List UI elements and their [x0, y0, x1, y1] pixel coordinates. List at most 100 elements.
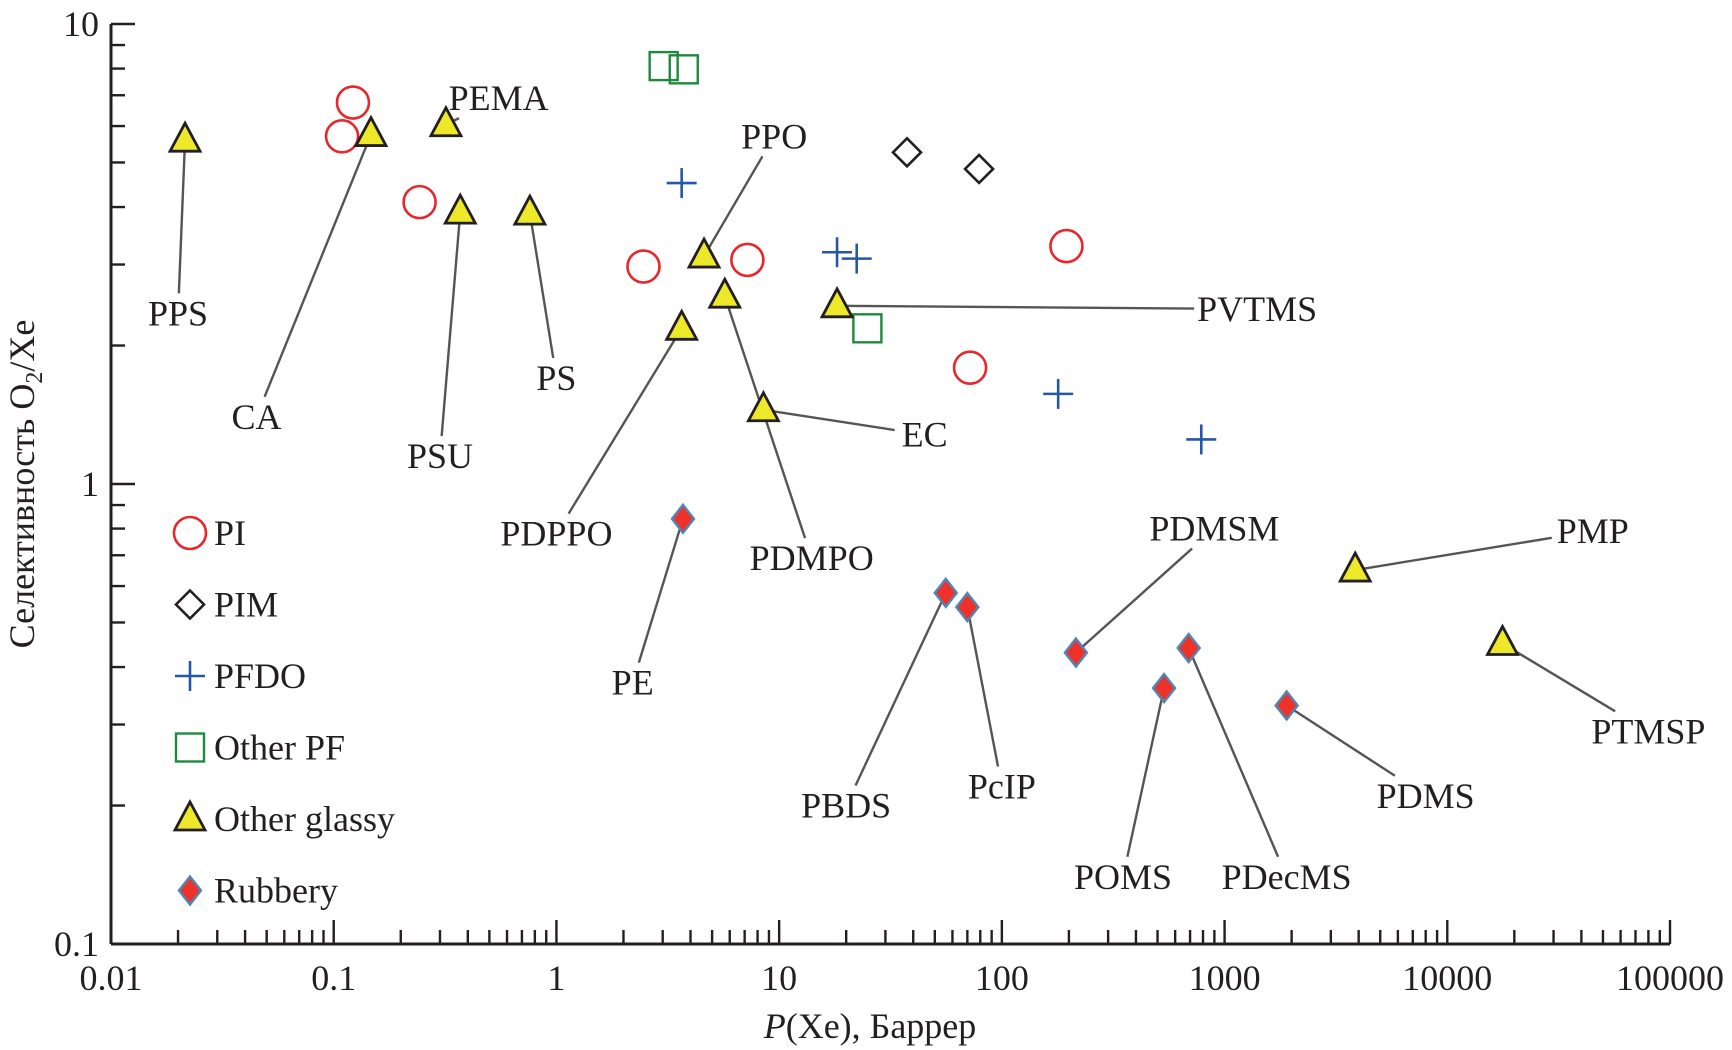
- annotation-pcip: PcIP: [968, 766, 1036, 806]
- x-tick-label: 0.01: [80, 958, 143, 998]
- point-pi: [730, 242, 765, 278]
- leader-ppo: [702, 155, 764, 257]
- point-pi: [1049, 228, 1084, 264]
- leader-ptmsp: [1501, 642, 1616, 713]
- leader-pdmsm: [1075, 547, 1193, 654]
- legend-item-other-pf: Other PF: [174, 728, 345, 768]
- leader-pdms: [1286, 704, 1396, 777]
- annotation-pps: PPS: [148, 293, 208, 333]
- point-other-glassy-pdppo: [664, 308, 699, 341]
- annotation-pema: PEMA: [449, 78, 549, 118]
- annotation-poms: POMS: [1074, 857, 1172, 897]
- x-tick-label: 0.1: [311, 958, 356, 998]
- point-other-glassy-pema: [428, 104, 464, 138]
- x-tick-label: 1: [547, 958, 565, 998]
- point-other-glassy-psu: [442, 192, 478, 225]
- point-pi: [335, 85, 371, 120]
- legend: PI PIM PFDO Other PF Other glassy Rubbery: [172, 513, 395, 911]
- leader-pe: [637, 518, 685, 663]
- leader-ec: [763, 408, 895, 432]
- y-tick-label: 10: [63, 4, 99, 44]
- point-other-glassy-pps: [167, 120, 203, 153]
- point-pfdo: [1186, 424, 1217, 455]
- legend-label-other-glassy: Other glassy: [214, 799, 395, 839]
- annotation-labels: PPS CA PEMA PSU PS PPO PDMPO PDPPO PVTMS EC PMP PTM…: [148, 78, 1705, 897]
- x-axis-title-italic: P: [763, 1006, 786, 1046]
- point-rubbery-pdms: [1274, 689, 1300, 722]
- leader-ps: [528, 212, 555, 359]
- x-ticks: 0.01 0.1 1 10 100 1000 10000 100000: [80, 920, 1724, 998]
- y-axis-title-tail: /Xe: [2, 320, 42, 372]
- x-axis-title-rest: (Xe), Баррер: [786, 1006, 977, 1046]
- leader-pcip: [966, 606, 1000, 767]
- x-tick-label: 100: [975, 958, 1029, 998]
- point-pi: [324, 118, 360, 154]
- legend-marker-rubbery: [177, 874, 203, 907]
- point-other-pf: [668, 54, 699, 85]
- annotation-pdecms: PDecMS: [1222, 857, 1352, 897]
- annotation-pbds: PBDS: [801, 786, 891, 826]
- leader-poms: [1126, 687, 1166, 858]
- annotation-ptmsp: PTMSP: [1591, 711, 1705, 751]
- point-rubbery-pdmsm: [1063, 636, 1089, 669]
- point-other-pf: [648, 50, 679, 82]
- point-pi: [402, 184, 437, 220]
- x-axis-title: P(Xe), Баррер: [763, 1006, 977, 1046]
- annotation-ec: EC: [902, 415, 948, 455]
- legend-item-pi: PI: [172, 513, 246, 553]
- annotation-pdppo: PDPPO: [500, 514, 612, 554]
- legend-marker-pim: [174, 588, 206, 621]
- x-tick-label: 10000: [1402, 958, 1492, 998]
- leader-pdecms: [1187, 647, 1280, 858]
- legend-marker-other-glassy: [172, 799, 208, 832]
- y-axis-title-sub: 2: [22, 372, 48, 384]
- point-other-glassy-ec: [746, 389, 781, 423]
- legend-item-pfdo: PFDO: [175, 656, 306, 696]
- legend-item-other-glassy: Other glassy: [172, 799, 395, 839]
- annotation-pdmpo: PDMPO: [750, 538, 874, 578]
- annotation-pdms: PDMS: [1377, 776, 1475, 816]
- legend-label-pfdo: PFDO: [214, 656, 306, 696]
- point-rubbery-pdecms: [1176, 632, 1202, 664]
- point-pfdo: [841, 243, 872, 274]
- leader-pmp: [1355, 536, 1552, 572]
- legend-marker-pfdo: [175, 661, 205, 691]
- data-points: [167, 50, 1520, 722]
- point-other-glassy-ppo: [686, 236, 722, 269]
- point-pfdo: [1043, 378, 1074, 409]
- annotation-pe: PE: [612, 663, 654, 703]
- x-tick-label: 100000: [1616, 958, 1724, 998]
- point-pfdo: [822, 237, 853, 268]
- annotation-pmp: PMP: [1557, 511, 1629, 551]
- leader-pps: [177, 140, 187, 294]
- point-pi: [952, 350, 988, 385]
- point-other-glassy-pvtms: [819, 285, 855, 319]
- annotation-pvtms: PVTMS: [1197, 289, 1317, 329]
- point-pim: [963, 153, 995, 185]
- point-other-glassy-pdmpo: [707, 276, 743, 309]
- x-tick-label: 10: [761, 958, 797, 998]
- leader-pbds: [854, 592, 947, 787]
- legend-item-pim: PIM: [174, 585, 278, 625]
- y-axis-title: Селективность O2/Xe: [2, 320, 48, 649]
- annotation-pdmsm: PDMSM: [1149, 509, 1279, 549]
- point-pim: [891, 136, 923, 169]
- point-pfdo: [666, 168, 697, 199]
- annotation-ca: CA: [231, 397, 281, 437]
- leader-pdppo: [567, 327, 683, 515]
- legend-label-rubbery: Rubbery: [214, 871, 338, 911]
- annotation-leaders: [177, 117, 1616, 858]
- leader-pvtms: [837, 304, 1195, 310]
- y-ticks: 0.1 1 10: [54, 4, 135, 964]
- point-other-glassy-ps: [512, 193, 548, 226]
- x-tick-label: 1000: [1189, 958, 1261, 998]
- y-tick-label: 1: [81, 464, 99, 504]
- legend-item-rubbery: Rubbery: [177, 871, 338, 911]
- point-other-glassy-pmp: [1337, 550, 1373, 583]
- legend-marker-other-pf: [174, 732, 206, 763]
- point-rubbery-pbds: [933, 576, 959, 609]
- legend-marker-pi: [172, 515, 208, 551]
- point-other-glassy-ca: [353, 114, 389, 147]
- y-axis-title-main: Селективность O: [2, 384, 42, 649]
